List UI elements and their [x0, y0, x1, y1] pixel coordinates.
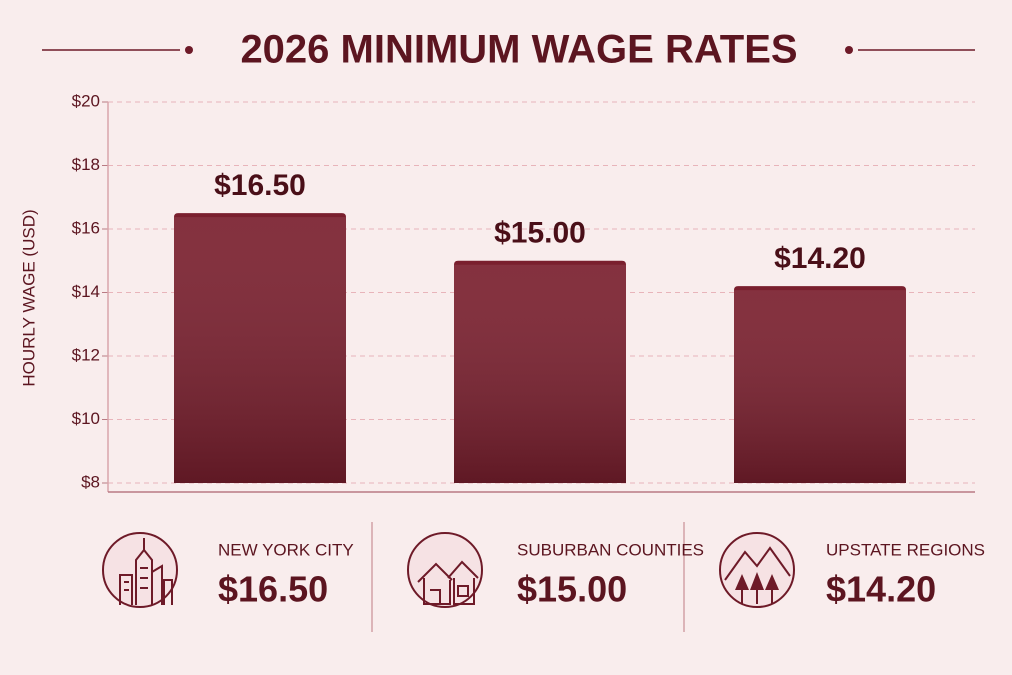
house-icon	[407, 532, 483, 608]
card-value: $14.20	[826, 569, 936, 610]
y-tick-label: $20	[72, 91, 100, 110]
card-value: $15.00	[517, 569, 627, 610]
category-label: SUBURBAN COUNTIES	[517, 540, 704, 559]
bar-shade	[454, 264, 626, 483]
y-tick-label: $14	[72, 282, 100, 301]
y-tick-label: $10	[72, 409, 100, 428]
category-label: NEW YORK CITY	[218, 540, 354, 559]
category-label: UPSTATE REGIONS	[826, 540, 985, 559]
card-value: $16.50	[218, 569, 328, 610]
bar-shade	[174, 217, 346, 483]
y-tick-label: $16	[72, 218, 100, 237]
y-tick-label: $18	[72, 155, 100, 174]
bar-shade	[734, 290, 906, 483]
y-axis-label: HOURLY WAGE (USD)	[19, 209, 38, 386]
data-label: $16.50	[214, 169, 306, 202]
y-tick-label: $8	[81, 472, 100, 491]
y-tick-label: $12	[72, 345, 100, 364]
tree-icon	[719, 532, 795, 608]
title-dot	[185, 46, 193, 54]
chart-title: 2026 MINIMUM WAGE RATES	[240, 28, 797, 72]
plot: $8 $10 $12 $14 $16 $18 $20 $16.50 $15.00 $14.20	[72, 91, 975, 491]
city-icon	[102, 532, 178, 608]
cards: NEW YORK CITY $16.50 SUBURBAN COUNTIES $15.…	[218, 540, 985, 609]
data-label: $14.20	[774, 242, 866, 275]
data-label: $15.00	[494, 217, 586, 250]
title-dot	[845, 46, 853, 54]
